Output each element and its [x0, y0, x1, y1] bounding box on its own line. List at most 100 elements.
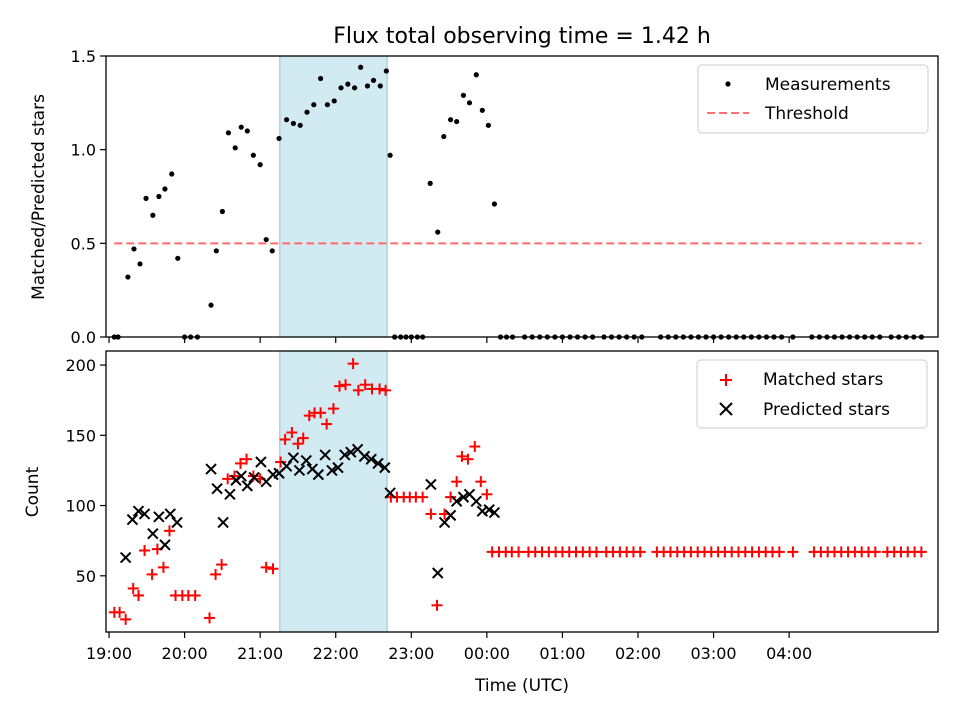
- predicted-star-point: [138, 508, 151, 520]
- measurement-point: [244, 128, 250, 134]
- measurement-point: [435, 229, 441, 235]
- measurement-point: [479, 107, 485, 113]
- measurement-point: [370, 77, 377, 83]
- x-b: [463, 488, 476, 501]
- x-b: [379, 461, 391, 474]
- x-b: [384, 487, 396, 499]
- matched-star-point: [451, 476, 463, 488]
- predicted-star-point: [339, 449, 351, 461]
- y-tick-label: 1.5: [71, 47, 96, 66]
- predicted-star-point: [312, 468, 325, 481]
- legend-threshold-label: Threshold: [764, 104, 849, 124]
- top-legend-box: [697, 64, 929, 134]
- matched-star-point: [340, 379, 352, 391]
- y-tick-label: 150: [65, 426, 96, 445]
- predicted-star-point: [280, 460, 293, 472]
- x-b: [483, 504, 495, 516]
- x-b: [470, 495, 482, 508]
- matched-star-point: [139, 545, 151, 557]
- bottom-legend-box: [696, 359, 928, 429]
- bottom-y-axis-label: Count: [23, 466, 43, 517]
- matched-star-point: [204, 612, 216, 624]
- predicted-star-point: [224, 488, 236, 501]
- bottom-axis-ticks: 50 100 150 200 19:00 20:00 21:00 22:00 23:00 00:0…: [65, 356, 812, 663]
- predicted-star-point: [300, 454, 312, 467]
- matched-star-point: [286, 426, 298, 438]
- top-panel: 0.0 0.5 1.0 1.5 Matched/Predicted stars Mea…: [29, 47, 939, 347]
- bottom-legend: Matched stars Predicted stars: [696, 359, 928, 429]
- measurement-point: [304, 109, 310, 115]
- y-tick-label: 0.0: [71, 328, 96, 347]
- matched-star-point: [260, 561, 272, 573]
- measurement-point: [311, 102, 317, 108]
- matched-star-point: [279, 434, 291, 446]
- matched-star-point: [634, 546, 646, 558]
- measurement-point: [297, 122, 303, 128]
- measurement-point: [219, 208, 225, 215]
- x-b: [372, 457, 384, 470]
- measurement-point: [485, 122, 491, 128]
- x-b: [476, 505, 489, 517]
- predicted-star-point: [248, 471, 260, 484]
- predicted-star-point: [126, 513, 139, 526]
- measurement-point: [250, 152, 256, 158]
- measurement-point: [169, 171, 175, 177]
- measurement-point: [466, 100, 473, 106]
- x-tick-label: 23:00: [388, 644, 434, 663]
- figure-title: Flux total observing time = 1.42 h: [333, 24, 711, 49]
- predicted-star-point: [164, 508, 176, 520]
- x-b: [358, 450, 371, 463]
- x-b: [345, 446, 357, 458]
- bottom-plot-frame: [105, 350, 939, 633]
- predicted-star-point: [483, 504, 495, 516]
- top-y-axis-label: Matched/Predicted stars: [29, 94, 49, 300]
- matched-star-point: [235, 457, 247, 469]
- matched-star-point: [475, 476, 487, 488]
- matched-star-point: [321, 418, 333, 430]
- matched-star-point: [417, 491, 429, 503]
- matched-star-point: [297, 432, 309, 444]
- predicted-star-point: [365, 453, 377, 465]
- x-b: [312, 468, 325, 481]
- predicted-star-point: [153, 511, 165, 523]
- predicted-star-point: [319, 449, 331, 461]
- measurement-point: [460, 92, 467, 98]
- x-axis-label: Time (UTC): [474, 676, 569, 696]
- matched-star-point: [425, 508, 437, 520]
- measurement-point: [257, 162, 263, 168]
- measurement-point: [238, 124, 244, 130]
- x-b: [171, 516, 183, 529]
- measurement-point: [331, 98, 337, 104]
- x-b: [280, 460, 293, 472]
- matched-star-point: [157, 561, 169, 573]
- measurement-point: [269, 248, 275, 254]
- y-tick-label: 200: [65, 356, 96, 375]
- matched-star-point: [267, 563, 279, 575]
- y-tick-label: 0.5: [71, 234, 96, 253]
- legend-measurements-marker: [725, 81, 731, 87]
- y-tick-label: 50: [76, 567, 96, 586]
- x-tick-label: 02:00: [615, 644, 661, 663]
- x-b: [351, 443, 364, 456]
- matched-star-point: [216, 559, 228, 571]
- x-b: [488, 506, 501, 519]
- matched-star-point: [210, 568, 222, 580]
- y-tick-label: 100: [65, 497, 96, 516]
- x-b: [425, 478, 437, 491]
- legend-measurements-label: Measurements: [765, 75, 891, 95]
- x-b: [450, 495, 463, 508]
- x-tick-label: 00:00: [464, 644, 510, 663]
- x-b: [332, 461, 344, 474]
- matched-star-point: [334, 380, 346, 392]
- measurement-point: [276, 135, 282, 142]
- matched-star-point: [347, 358, 359, 370]
- matched-star-point: [189, 589, 201, 601]
- predicted-star-point: [358, 450, 371, 463]
- measurement-point: [324, 102, 331, 108]
- measurement-point: [364, 83, 371, 89]
- predicted-star-point: [425, 478, 437, 491]
- matched-star-point: [315, 407, 327, 419]
- matched-star-point: [469, 441, 481, 453]
- x-b: [224, 488, 236, 501]
- predicted-star-point: [217, 516, 229, 529]
